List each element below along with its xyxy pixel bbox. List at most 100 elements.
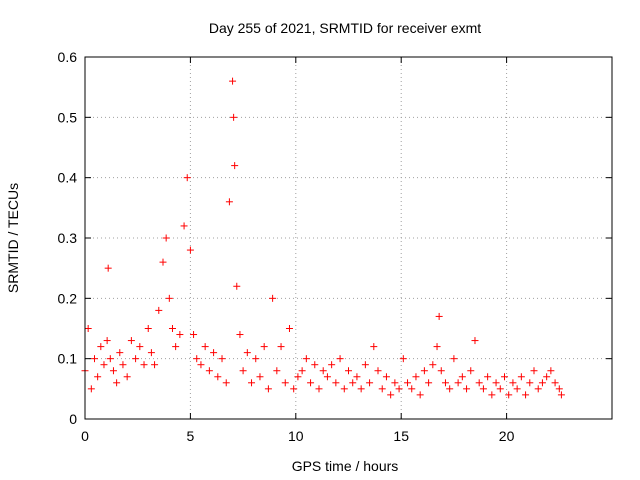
data-point: [294, 373, 302, 381]
data-point: [97, 343, 105, 351]
data-point: [446, 385, 454, 393]
data-point: [425, 379, 433, 387]
data-point: [408, 385, 416, 393]
data-point: [252, 355, 260, 363]
data-point: [349, 379, 357, 387]
data-point: [517, 373, 525, 381]
data-point: [113, 379, 121, 387]
data-point: [412, 373, 420, 381]
data-point: [119, 361, 127, 369]
data-point: [248, 379, 256, 387]
data-point: [505, 391, 513, 399]
data-point: [222, 379, 230, 387]
data-point: [239, 367, 247, 375]
data-point: [302, 355, 310, 363]
data-point: [214, 373, 222, 381]
data-point: [404, 379, 412, 387]
data-point: [230, 113, 238, 121]
data-point: [437, 367, 445, 375]
data-point: [345, 367, 352, 375]
data-point: [231, 162, 239, 170]
y-tick-label: 0.6: [58, 49, 78, 65]
data-point: [479, 385, 487, 393]
data-point: [236, 331, 244, 339]
data-point: [87, 385, 95, 393]
data-point: [496, 385, 504, 393]
data-point: [281, 379, 289, 387]
data-point: [140, 361, 148, 369]
data-point: [429, 361, 437, 369]
data-point: [176, 331, 184, 339]
data-point: [538, 379, 546, 387]
data-points: [81, 77, 565, 399]
data-point: [109, 367, 117, 375]
data-point: [387, 391, 395, 399]
chart-title: Day 255 of 2021, SRMTID for receiver exm…: [209, 20, 481, 36]
data-point: [484, 373, 492, 381]
data-point: [205, 367, 213, 375]
data-point: [435, 312, 443, 320]
data-point: [197, 361, 205, 369]
data-point: [165, 294, 173, 302]
data-point: [492, 379, 500, 387]
data-point: [190, 331, 198, 339]
data-point: [475, 379, 483, 387]
data-point: [132, 355, 140, 363]
data-point: [340, 385, 348, 393]
data-point: [450, 355, 458, 363]
data-point: [218, 355, 226, 363]
data-point: [123, 373, 131, 381]
y-axis-label: SRMTID / TECUs: [5, 183, 21, 293]
y-tick-label: 0: [69, 411, 77, 427]
data-point: [557, 391, 565, 399]
data-point: [547, 367, 555, 375]
y-tick-label: 0.2: [58, 290, 78, 306]
data-point: [269, 294, 277, 302]
data-point: [106, 355, 114, 363]
data-point: [543, 373, 551, 381]
data-point: [273, 367, 281, 375]
y-tick-label: 0.5: [58, 109, 78, 125]
data-point: [136, 343, 144, 351]
data-point: [298, 367, 306, 375]
data-point: [500, 373, 508, 381]
data-point: [94, 373, 102, 381]
data-point: [530, 367, 538, 375]
data-point: [374, 367, 382, 375]
data-point: [116, 349, 124, 357]
data-point: [399, 355, 407, 363]
data-point: [311, 361, 319, 369]
axis-ticks: [84, 56, 612, 420]
x-axis-label: GPS time / hours: [292, 458, 399, 474]
data-point: [155, 306, 163, 314]
y-tick-labels: 0 0.1 0.2 0.3 0.4 0.5 0.6: [58, 49, 78, 427]
data-point: [151, 361, 159, 369]
data-point: [488, 391, 496, 399]
data-point: [463, 385, 471, 393]
data-point: [229, 77, 237, 85]
data-point: [159, 258, 167, 266]
data-point: [526, 379, 534, 387]
data-point: [168, 325, 176, 332]
grid: [85, 57, 612, 419]
data-point: [84, 325, 92, 332]
data-point: [513, 385, 521, 393]
data-point: [144, 325, 152, 332]
data-point: [471, 337, 479, 345]
data-point: [328, 361, 336, 369]
data-point: [147, 349, 155, 357]
data-point: [104, 264, 112, 272]
data-point: [201, 343, 209, 351]
data-point: [357, 385, 365, 393]
data-point: [264, 385, 272, 393]
data-point: [233, 282, 241, 290]
data-point: [256, 373, 264, 381]
data-point: [391, 379, 399, 387]
data-point: [103, 337, 111, 345]
data-point: [210, 349, 218, 357]
data-point: [420, 367, 428, 375]
data-point: [319, 367, 327, 375]
x-tick-label: 5: [187, 428, 195, 444]
x-tick-label: 20: [499, 428, 515, 444]
data-point: [162, 234, 170, 242]
